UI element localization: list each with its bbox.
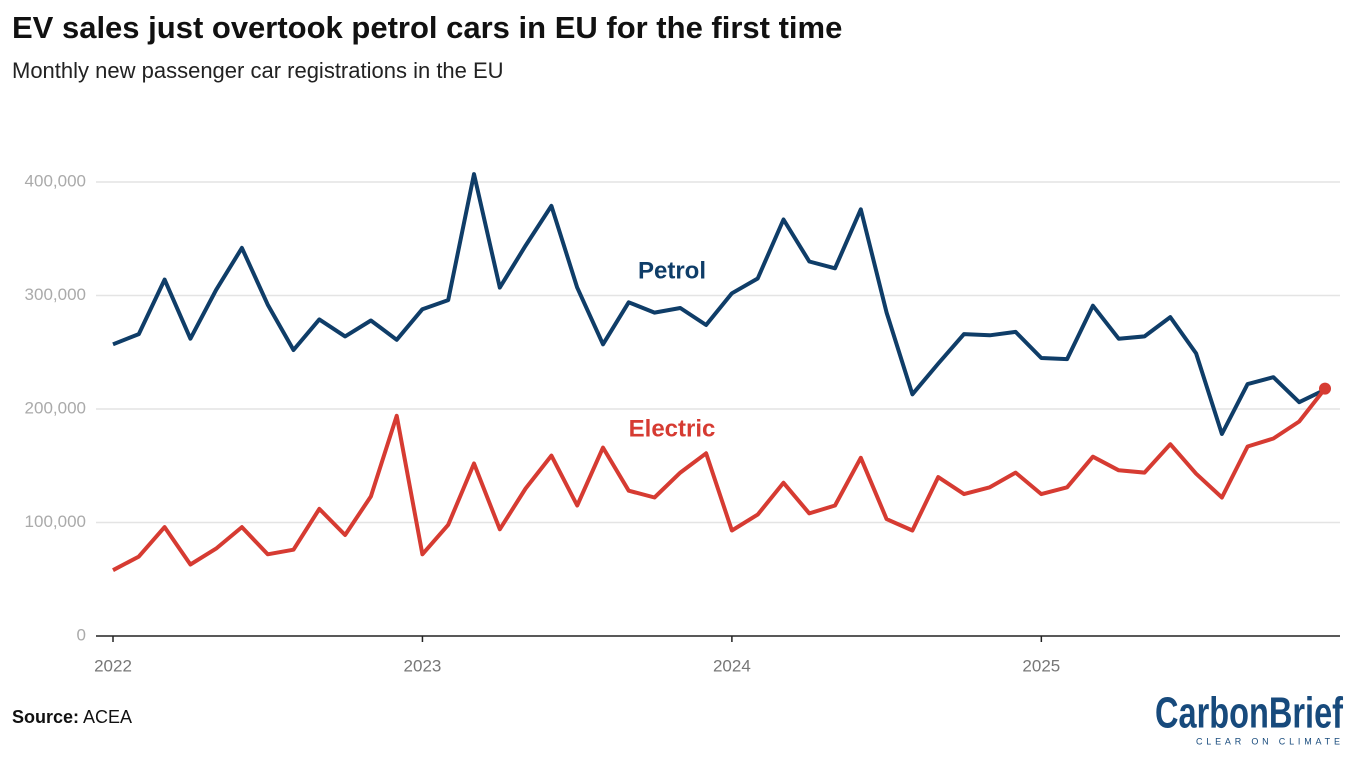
y-tick-label: 0 <box>77 625 86 644</box>
logo-tagline: CLEAR ON CLIMATE <box>1196 736 1340 746</box>
source: Source: ACEA <box>12 707 132 727</box>
y-tick-label: 400,000 <box>25 172 86 191</box>
y-tick-label: 200,000 <box>25 399 86 418</box>
series-label: Electric <box>629 415 716 442</box>
y-tick-label: 300,000 <box>25 285 86 304</box>
source-value: ACEA <box>83 707 132 727</box>
source-label: Source: <box>12 707 79 727</box>
y-tick-label: 100,000 <box>25 512 86 531</box>
series-label: Petrol <box>638 257 706 284</box>
series-line <box>112 387 1327 572</box>
logo: CarbonBrief <box>1155 689 1343 738</box>
x-tick-label: 2024 <box>713 656 751 675</box>
chart-subtitle: Monthly new passenger car registrations … <box>12 58 504 83</box>
x-tick-label: 2025 <box>1022 656 1060 675</box>
chart-title: EV sales just overtook petrol cars in EU… <box>12 10 842 45</box>
series-line <box>112 172 1326 436</box>
end-point <box>1319 382 1331 395</box>
x-tick-label: 2022 <box>94 656 132 675</box>
x-tick-label: 2023 <box>404 656 442 675</box>
